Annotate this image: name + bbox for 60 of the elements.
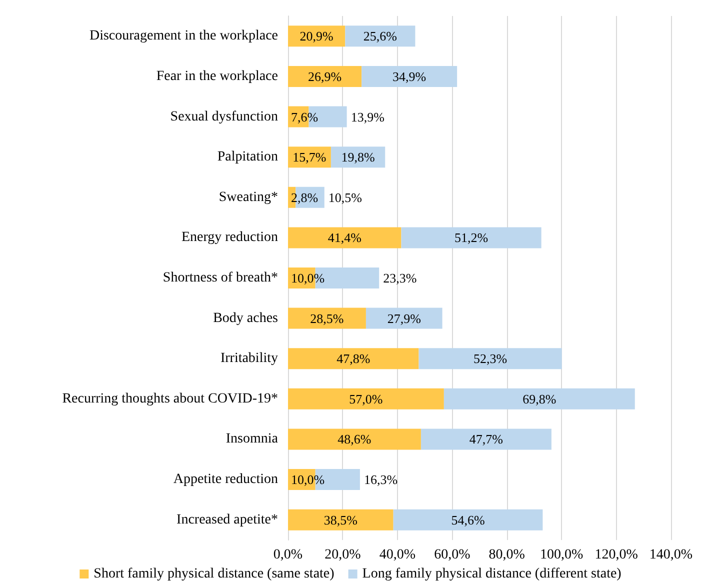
x-tick-label: 60,0% [434, 548, 471, 562]
bar [288, 509, 394, 530]
y-tick-label: Fear in the workplace [156, 68, 278, 84]
bar [288, 428, 421, 450]
bar [288, 348, 419, 370]
x-tick-label: 40,0% [379, 548, 416, 562]
legend-label: Short family physical distance (same state) [94, 566, 335, 582]
data-label: 23,3% [383, 270, 417, 286]
x-tick-label: 80,0% [488, 548, 526, 562]
bar [288, 308, 366, 329]
legend-label: Long family physical distance (different state) [362, 566, 622, 582]
y-tick-label: Palpitation [217, 150, 278, 165]
bar [288, 66, 362, 87]
data-label: 38,5% [324, 512, 358, 528]
x-tick-label: 120,0% [594, 548, 638, 562]
data-label: 47,8% [336, 351, 370, 366]
y-tick-label: Energy reduction [181, 230, 278, 246]
bar [393, 509, 543, 530]
data-label: 13,9% [350, 109, 385, 124]
data-label: 52,3% [474, 351, 508, 366]
data-label: 26,9% [308, 68, 342, 84]
y-tick-label: Increased apetite* [176, 512, 278, 528]
y-tick-label: Sexual dysfunction [170, 109, 278, 124]
bar [362, 66, 458, 87]
y-tick-label: Recurring thoughts about COVID-19* [62, 391, 278, 406]
bar [444, 388, 635, 410]
y-tick-label: Body aches [213, 310, 278, 326]
data-label: 41,4% [328, 230, 362, 246]
bar [288, 388, 444, 410]
x-tick-label: 140,0% [649, 548, 693, 562]
bar [366, 308, 442, 329]
data-label: 20,9% [300, 28, 334, 44]
data-label: 10,5% [328, 190, 362, 205]
y-tick-label: Sweating* [218, 190, 278, 205]
data-label: 16,3% [364, 472, 398, 488]
y-tick-label: Discouragement in the workplace [89, 28, 278, 44]
bar [288, 227, 402, 248]
data-label: 69,8% [522, 391, 556, 406]
data-label: 25,6% [363, 28, 398, 44]
bar [345, 26, 416, 47]
data-label: 27,9% [387, 310, 422, 326]
data-label: 34,9% [392, 68, 426, 84]
data-label: 51,2% [454, 230, 488, 246]
bar [420, 428, 552, 450]
data-label: 54,6% [451, 512, 485, 528]
data-label: 28,5% [310, 310, 344, 326]
x-tick-label: 20,0% [324, 548, 362, 562]
data-label: 19,8% [341, 150, 375, 165]
y-tick-label: Shortness of breath* [162, 270, 278, 286]
data-label: 15,7% [292, 150, 326, 165]
bar [418, 348, 562, 370]
y-tick-label: Irritability [220, 351, 278, 366]
y-tick-label: Insomnia [226, 432, 279, 447]
data-label: 48,6% [338, 432, 372, 447]
x-tick-label: 100,0% [540, 548, 584, 562]
data-label: 47,7% [469, 432, 504, 447]
data-label: 57,0% [349, 391, 383, 406]
bar [401, 227, 542, 248]
x-tick-label: 0,0% [273, 548, 303, 562]
y-tick-label: Appetite reduction [173, 472, 278, 488]
